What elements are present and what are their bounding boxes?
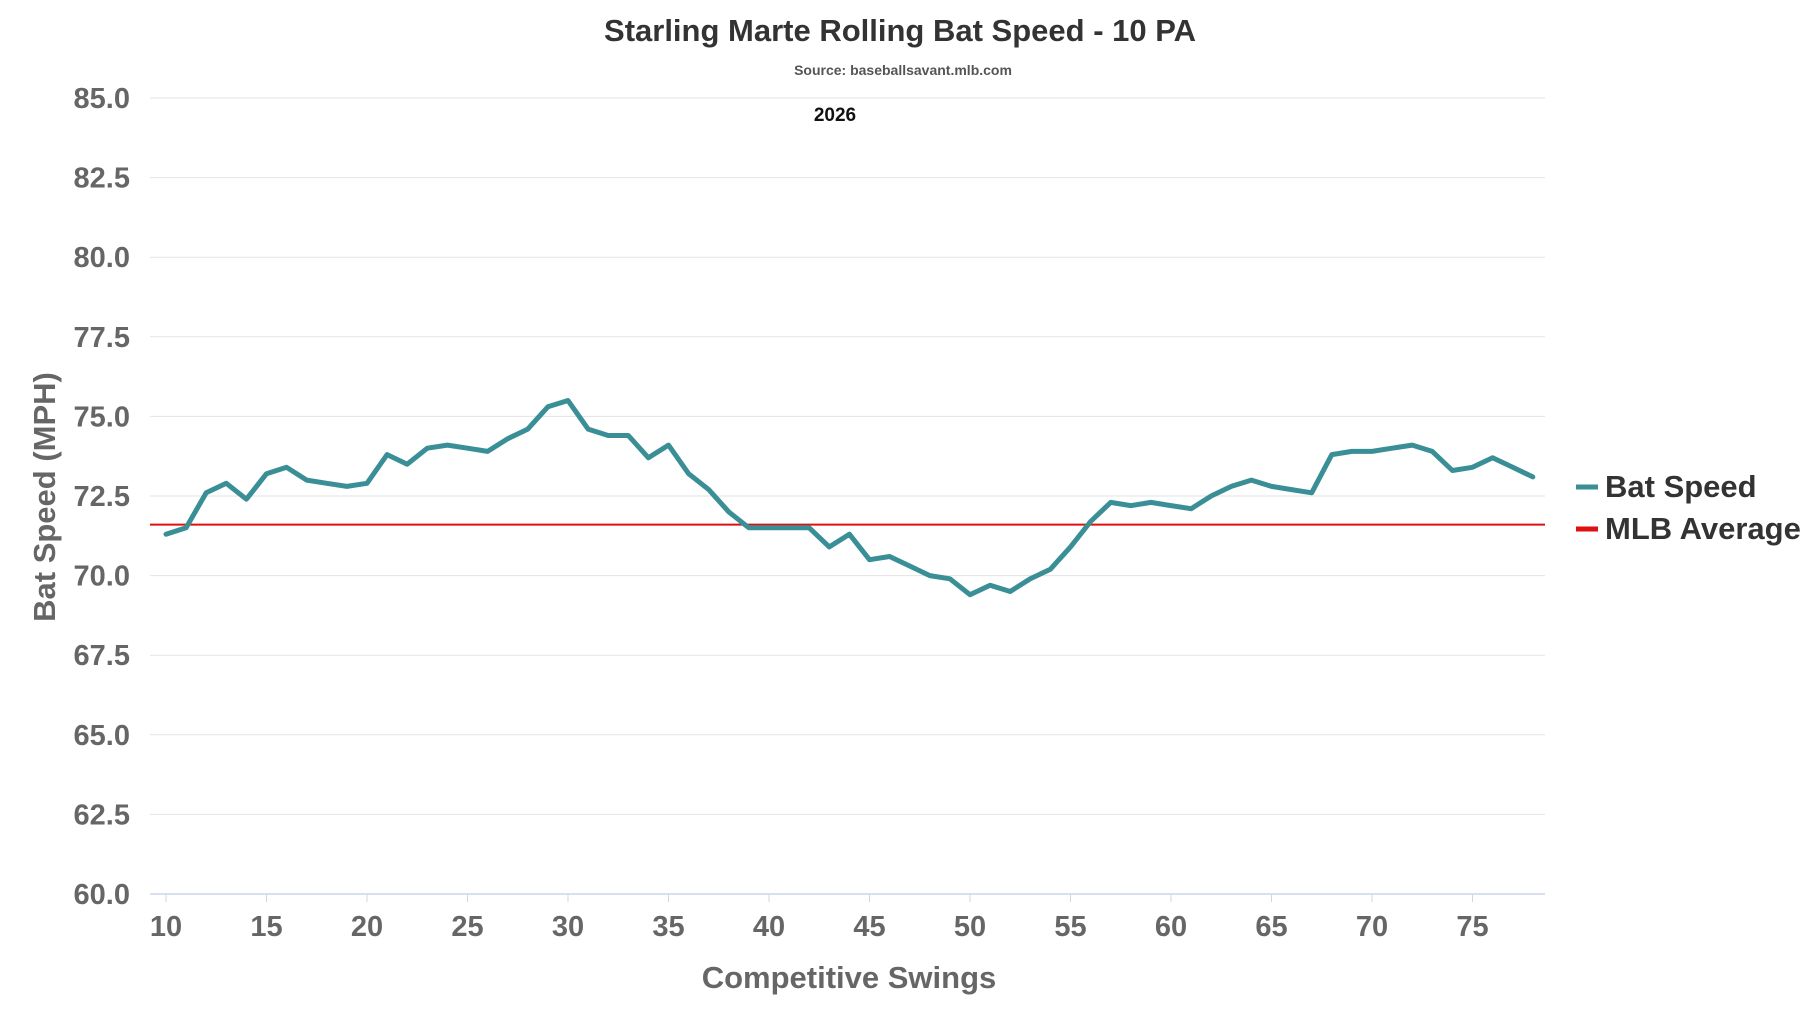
x-axis-label: Competitive Swings: [702, 960, 997, 995]
x-tick-label: 65: [1255, 911, 1287, 943]
x-tick-label: 40: [753, 911, 785, 943]
x-tick-label: 35: [652, 911, 684, 943]
y-axis-ticks: 60.0 62.5 65.0 67.5 70.0 72.5 75.0 77.5 80.0 82.5…: [74, 83, 130, 911]
y-tick-label: 65.0: [74, 720, 130, 752]
legend: Bat Speed MLB Average: [1576, 469, 1800, 546]
y-tick-label: 82.5: [74, 163, 130, 195]
bat-speed-series-line: [163, 398, 1536, 598]
y-tick-label: 62.5: [74, 799, 130, 831]
x-tick-label: 75: [1456, 911, 1488, 943]
x-tick-label: 30: [552, 911, 584, 943]
y-tick-label: 85.0: [74, 83, 130, 115]
y-tick-label: 72.5: [74, 481, 130, 513]
y-tick-label: 70.0: [74, 561, 130, 593]
gridlines: [150, 97, 1545, 815]
y-tick-label: 60.0: [74, 879, 130, 911]
x-tick-label: 25: [451, 911, 483, 943]
x-tick-label: 60: [1155, 911, 1187, 943]
x-axis-ticks: 10 15 20 25 30 35 40 45 50 55 60 65 70 75: [150, 894, 1489, 943]
y-tick-label: 80.0: [74, 242, 130, 274]
x-tick-label: 15: [250, 911, 282, 943]
chart-title: Starling Marte Rolling Bat Speed - 10 PA: [604, 13, 1196, 48]
y-tick-label: 75.0: [74, 401, 130, 433]
x-tick-label: 10: [150, 911, 182, 943]
x-tick-label: 55: [1054, 911, 1086, 943]
legend-label-bat-speed: Bat Speed: [1605, 469, 1757, 504]
y-tick-label: 77.5: [74, 322, 130, 354]
chart-subtitle: Source: baseballsavant.mlb.com: [794, 62, 1012, 78]
y-tick-label: 67.5: [74, 640, 130, 672]
x-tick-label: 50: [954, 911, 986, 943]
legend-label-mlb-average: MLB Average: [1605, 511, 1800, 546]
year-annotation: 2026: [814, 105, 856, 126]
y-axis-label: Bat Speed (MPH): [27, 372, 62, 622]
legend-item-mlb-average[interactable]: MLB Average: [1576, 511, 1800, 546]
x-tick-label: 20: [351, 911, 383, 943]
x-tick-label: 45: [853, 911, 885, 943]
x-tick-label: 70: [1356, 911, 1388, 943]
legend-item-bat-speed[interactable]: Bat Speed: [1576, 469, 1757, 504]
